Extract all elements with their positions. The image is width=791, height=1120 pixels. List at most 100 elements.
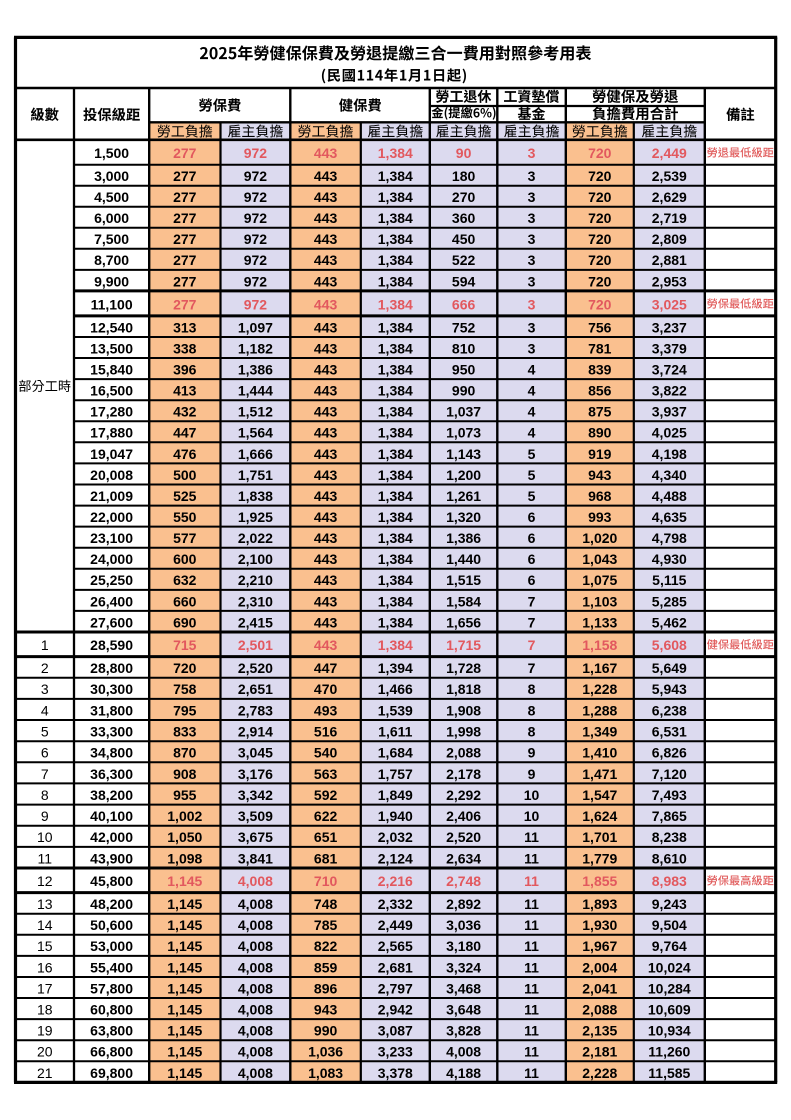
svg-text:24,000: 24,000 [90,551,133,567]
svg-text:1,500: 1,500 [94,145,129,161]
svg-text:3,324: 3,324 [446,959,481,975]
svg-text:432: 432 [173,404,197,420]
svg-text:17: 17 [37,980,53,996]
svg-text:5,462: 5,462 [652,614,687,630]
svg-text:1,145: 1,145 [167,873,202,889]
svg-text:2,216: 2,216 [378,873,413,889]
svg-text:972: 972 [244,252,268,268]
svg-text:443: 443 [314,231,338,247]
svg-text:3: 3 [41,681,49,697]
svg-text:4,188: 4,188 [446,1065,481,1081]
svg-text:1,384: 1,384 [378,340,413,356]
svg-text:11: 11 [524,850,539,866]
svg-text:7: 7 [528,614,536,630]
svg-text:1,779: 1,779 [582,850,617,866]
svg-text:660: 660 [173,593,197,609]
svg-text:2,651: 2,651 [238,681,273,697]
svg-text:2,449: 2,449 [652,145,687,161]
svg-text:3,237: 3,237 [652,319,687,335]
svg-text:11: 11 [524,873,539,889]
svg-text:11: 11 [524,1065,539,1081]
svg-text:277: 277 [173,252,197,268]
svg-text:4,008: 4,008 [238,917,273,933]
svg-text:443: 443 [314,210,338,226]
svg-text:748: 748 [314,896,338,912]
svg-text:1,384: 1,384 [378,467,413,483]
svg-text:2,032: 2,032 [378,829,413,845]
svg-text:1,757: 1,757 [378,766,413,782]
svg-text:11,100: 11,100 [91,296,133,312]
svg-text:1,384: 1,384 [378,572,413,588]
svg-text:651: 651 [314,829,338,845]
svg-text:715: 715 [173,637,197,653]
svg-text:990: 990 [314,1023,338,1039]
svg-text:3,180: 3,180 [446,938,481,954]
svg-text:972: 972 [244,273,268,289]
svg-text:10,024: 10,024 [648,959,691,975]
svg-text:9,900: 9,900 [94,273,129,289]
svg-text:563: 563 [314,766,338,782]
svg-text:5,115: 5,115 [652,572,686,588]
svg-text:16,500: 16,500 [90,383,133,399]
svg-text:1,384: 1,384 [378,210,413,226]
svg-text:1,656: 1,656 [446,614,481,630]
svg-text:1,182: 1,182 [238,340,273,356]
svg-text:1,384: 1,384 [378,425,413,441]
svg-text:1,384: 1,384 [378,145,413,161]
svg-text:720: 720 [588,168,612,184]
svg-text:1,386: 1,386 [238,362,273,378]
svg-text:1,083: 1,083 [308,1065,343,1081]
svg-text:15: 15 [37,938,53,954]
svg-text:1,145: 1,145 [167,1044,202,1060]
svg-text:6,000: 6,000 [94,210,129,226]
svg-text:443: 443 [314,637,338,653]
svg-text:2,406: 2,406 [446,808,481,824]
svg-text:38,200: 38,200 [90,787,133,803]
svg-text:443: 443 [314,572,338,588]
svg-text:592: 592 [314,787,338,803]
svg-text:443: 443 [314,446,338,462]
svg-text:2,228: 2,228 [582,1065,617,1081]
svg-text:443: 443 [314,252,338,268]
svg-text:1,384: 1,384 [378,319,413,335]
svg-text:277: 277 [173,273,197,289]
svg-text:2,539: 2,539 [652,168,687,184]
svg-text:1,036: 1,036 [308,1044,343,1060]
svg-text:3: 3 [528,231,536,247]
svg-text:1,930: 1,930 [582,917,617,933]
svg-text:2,892: 2,892 [446,896,481,912]
svg-text:1,384: 1,384 [378,404,413,420]
svg-text:943: 943 [314,1002,338,1018]
svg-text:1,701: 1,701 [582,829,617,845]
svg-text:25,250: 25,250 [90,572,133,588]
svg-text:1,145: 1,145 [167,980,202,996]
svg-text:443: 443 [314,189,338,205]
svg-text:2,942: 2,942 [378,1002,413,1018]
svg-text:550: 550 [173,509,197,525]
svg-text:6: 6 [41,745,49,761]
svg-text:443: 443 [314,425,338,441]
svg-text:856: 856 [588,383,612,399]
svg-text:7: 7 [41,766,49,782]
svg-text:4: 4 [528,425,536,441]
svg-text:2,100: 2,100 [238,551,273,567]
svg-text:666: 666 [452,296,476,312]
svg-text:2,881: 2,881 [652,252,687,268]
svg-text:4: 4 [528,383,536,399]
svg-text:19: 19 [37,1023,53,1039]
svg-text:11,260: 11,260 [648,1044,690,1060]
svg-text:3,509: 3,509 [238,808,273,824]
svg-text:3,176: 3,176 [238,766,273,782]
svg-text:11: 11 [524,896,539,912]
svg-text:3,648: 3,648 [446,1002,481,1018]
svg-text:4,198: 4,198 [652,446,687,462]
svg-text:8: 8 [528,702,536,718]
svg-text:443: 443 [314,296,338,312]
svg-text:2,953: 2,953 [652,273,687,289]
svg-text:17,280: 17,280 [90,404,133,420]
svg-text:15,840: 15,840 [90,362,133,378]
svg-text:5: 5 [528,467,536,483]
svg-text:1,320: 1,320 [446,509,481,525]
svg-text:6: 6 [528,509,536,525]
svg-text:11,585: 11,585 [648,1065,690,1081]
